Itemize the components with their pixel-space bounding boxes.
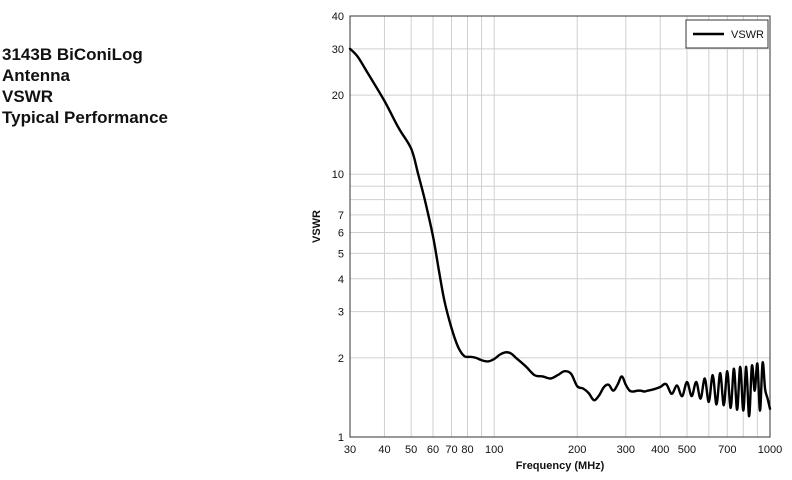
x-tick-label: 300 <box>617 444 635 456</box>
y-tick-label: 7 <box>338 210 344 222</box>
x-tick-label: 60 <box>427 444 439 456</box>
x-axis-title: Frequency (MHz) <box>516 460 605 472</box>
x-tick-label: 80 <box>461 444 473 456</box>
x-tick-label: 40 <box>378 444 390 456</box>
y-tick-label: 20 <box>332 90 344 102</box>
y-tick-label: 6 <box>338 228 344 240</box>
x-tick-label: 400 <box>651 444 669 456</box>
y-tick-label: 4 <box>338 274 344 286</box>
heading-line-subtitle: Typical Performance <box>2 108 168 127</box>
legend-label-vswr: VSWR <box>731 29 764 41</box>
y-gridlines <box>350 48 770 359</box>
x-tick-label: 700 <box>718 444 736 456</box>
x-tick-labels: 30 40 50 60 70 80 100 200 300 400 500 700 1000 <box>344 444 782 456</box>
y-tick-label: 1 <box>338 432 344 444</box>
x-gridlines <box>383 16 758 437</box>
x-tick-label: 200 <box>568 444 586 456</box>
x-tick-label: 70 <box>445 444 457 456</box>
heading-line-measure: VSWR <box>2 87 53 106</box>
y-tick-labels: 1 2 3 4 5 6 7 10 20 30 40 <box>332 11 344 444</box>
y-tick-label: 30 <box>332 44 344 56</box>
x-tick-label: 1000 <box>758 444 782 456</box>
y-tick-label: 40 <box>332 11 344 23</box>
x-tick-label: 50 <box>405 444 417 456</box>
heading-line-type: Antenna <box>2 66 70 85</box>
heading-line-model: 3143B BiConiLog <box>2 45 143 64</box>
y-tick-label: 3 <box>338 307 344 319</box>
y-tick-label: 5 <box>338 248 344 260</box>
plot-area-frame <box>349 15 771 438</box>
y-tick-label: 10 <box>332 169 344 181</box>
x-tick-label: 30 <box>344 444 356 456</box>
y-tick-label: 2 <box>338 353 344 365</box>
y-axis-title: VSWR <box>311 210 323 243</box>
chart-heading: 3143B BiConiLog Antenna VSWR Typical Per… <box>2 44 252 128</box>
chart-legend: VSWR <box>685 19 769 49</box>
x-tick-label: 100 <box>485 444 503 456</box>
x-tick-label: 500 <box>678 444 696 456</box>
vswr-series-line <box>348 47 772 418</box>
